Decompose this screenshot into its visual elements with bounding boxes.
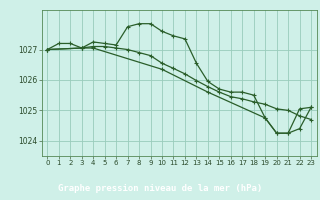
Text: Graphe pression niveau de la mer (hPa): Graphe pression niveau de la mer (hPa) xyxy=(58,184,262,193)
